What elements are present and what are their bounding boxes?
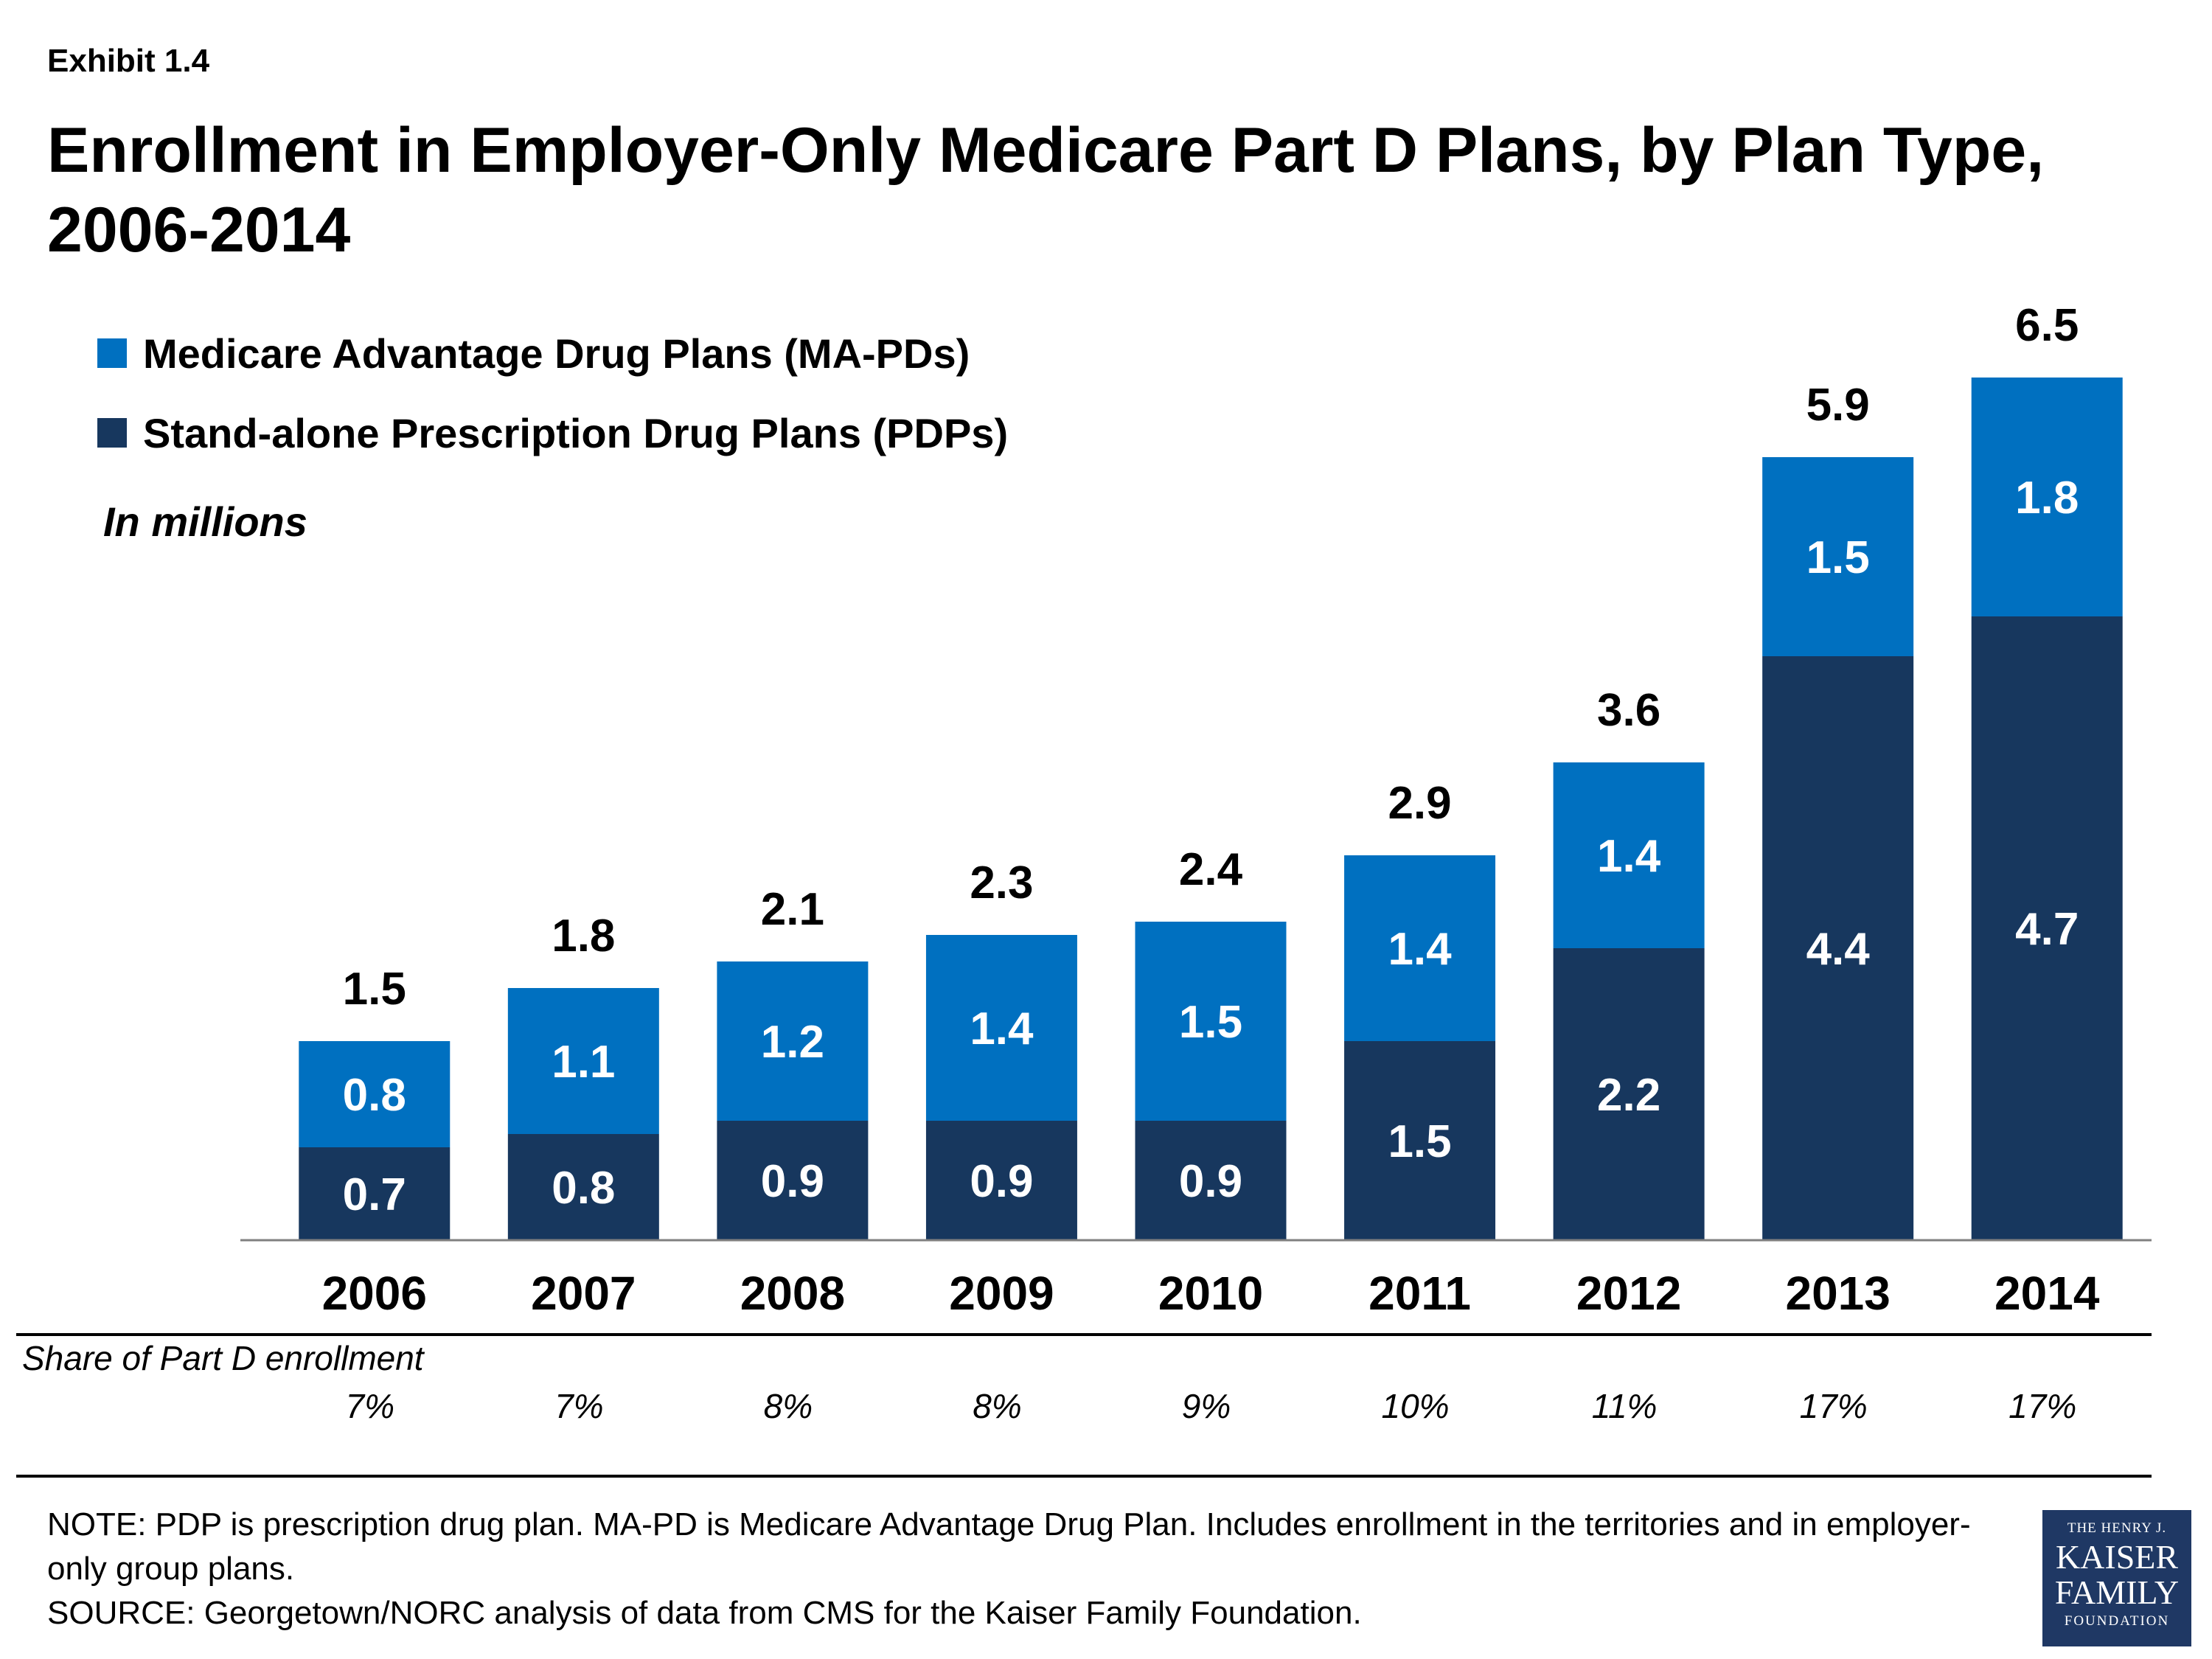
logo-line-1: THE HENRY J. xyxy=(2067,1520,2167,1536)
legend-label-pdp: Stand-alone Prescription Drug Plans (PDP… xyxy=(143,409,1009,456)
data-label-pdp-2007: 0.8 xyxy=(552,1163,615,1214)
source-text: SOURCE: Georgetown/NORC analysis of data… xyxy=(47,1595,1362,1631)
unit-note: In millions xyxy=(103,498,307,545)
total-label-2009: 2.3 xyxy=(970,858,1033,908)
share-top-rule xyxy=(16,1333,2152,1336)
note-text: NOTE: PDP is prescription drug plan. MA-… xyxy=(47,1506,1971,1587)
share-row: 7% 7% 8% 8% 9% 10% 11% 17% 17% xyxy=(0,1386,2212,1430)
total-label-2012: 3.6 xyxy=(1597,685,1660,736)
bar-ma-pd-2012 xyxy=(1553,762,1705,948)
total-label-2006: 1.5 xyxy=(343,964,406,1015)
bar-ma-pd-2007 xyxy=(507,988,659,1134)
share-value-2012: 11% xyxy=(1591,1387,1658,1425)
data-label-ma-pd-2011: 1.4 xyxy=(1388,924,1452,975)
data-label-pdp-2009: 0.9 xyxy=(970,1156,1033,1207)
x-tick-label-2014: 2014 xyxy=(1994,1267,2100,1320)
legend-swatch-pdp xyxy=(97,418,127,448)
data-label-pdp-2012: 2.2 xyxy=(1597,1070,1660,1121)
logo-line-3: FAMILY xyxy=(2054,1573,2180,1611)
bar-ma-pd-2006 xyxy=(299,1041,451,1147)
legend: Medicare Advantage Drug Plans (MA-PDs) S… xyxy=(97,313,1008,473)
bar-pdp-2007 xyxy=(507,1134,659,1240)
bar-pdp-2012 xyxy=(1553,948,1705,1240)
data-label-ma-pd-2006: 0.8 xyxy=(343,1070,406,1121)
bar-ma-pd-2011 xyxy=(1344,855,1496,1041)
total-label-2010: 2.4 xyxy=(1179,844,1243,895)
data-label-ma-pd-2010: 1.5 xyxy=(1179,997,1242,1048)
data-label-pdp-2013: 4.4 xyxy=(1806,924,1871,975)
bar-ma-pd-2014 xyxy=(1971,378,2123,616)
x-tick-label-2013: 2013 xyxy=(1785,1267,1890,1320)
share-value-2010: 9% xyxy=(1181,1387,1231,1425)
share-value-2006: 7% xyxy=(345,1387,394,1425)
data-label-pdp-2011: 1.5 xyxy=(1388,1116,1451,1167)
legend-item-ma-pd: Medicare Advantage Drug Plans (MA-PDs) xyxy=(97,313,1008,393)
kff-logo: THE HENRY J. KAISER FAMILY FOUNDATION xyxy=(2042,1510,2191,1646)
x-tick-label-2006: 2006 xyxy=(322,1267,427,1320)
share-value-2009: 8% xyxy=(973,1387,1022,1425)
exhibit-label: Exhibit 1.4 xyxy=(47,43,210,79)
x-tick-label-2011: 2011 xyxy=(1368,1267,1471,1320)
data-label-ma-pd-2014: 1.8 xyxy=(2015,473,2079,524)
share-value-2013: 17% xyxy=(1799,1387,1868,1425)
share-value-2011: 10% xyxy=(1381,1387,1450,1425)
bar-pdp-2013 xyxy=(1762,656,1914,1240)
legend-swatch-ma-pd xyxy=(97,338,127,368)
bar-ma-pd-2009 xyxy=(925,935,1077,1121)
bar-pdp-2008 xyxy=(717,1121,869,1240)
total-label-2011: 2.9 xyxy=(1388,778,1451,829)
data-label-ma-pd-2013: 1.5 xyxy=(1806,532,1870,583)
legend-item-pdp: Stand-alone Prescription Drug Plans (PDP… xyxy=(97,393,1008,473)
x-tick-label-2012: 2012 xyxy=(1576,1267,1681,1320)
data-label-ma-pd-2009: 1.4 xyxy=(970,1004,1034,1054)
bar-ma-pd-2013 xyxy=(1762,457,1914,656)
bar-ma-pd-2010 xyxy=(1135,922,1287,1121)
bar-pdp-2011 xyxy=(1344,1041,1496,1240)
legend-label-ma-pd: Medicare Advantage Drug Plans (MA-PDs) xyxy=(143,330,970,377)
x-tick-label-2007: 2007 xyxy=(531,1267,636,1320)
x-tick-label-2010: 2010 xyxy=(1158,1267,1263,1320)
chart-title: Enrollment in Employer-Only Medicare Par… xyxy=(47,115,2045,265)
data-label-pdp-2014: 4.7 xyxy=(2015,904,2079,955)
logo-line-2: KAISER xyxy=(2055,1538,2179,1576)
total-label-2007: 1.8 xyxy=(552,911,615,961)
data-label-pdp-2010: 0.9 xyxy=(1179,1156,1242,1207)
x-tick-label-2009: 2009 xyxy=(949,1267,1054,1320)
notes: NOTE: PDP is prescription drug plan. MA-… xyxy=(47,1503,1979,1635)
share-value-2007: 7% xyxy=(554,1387,604,1425)
share-row-label: Share of Part D enrollment xyxy=(22,1339,424,1377)
data-label-ma-pd-2008: 1.2 xyxy=(761,1017,824,1068)
bar-chart: 0.7 0.8 1.5 2006 0.8 1.1 1.8 2007 0.9 1.2 2.1 2008 0… xyxy=(240,300,2152,1320)
bar-pdp-2010 xyxy=(1135,1121,1287,1240)
logo-line-4: FOUNDATION xyxy=(2064,1613,2170,1629)
total-label-2013: 5.9 xyxy=(1806,380,1870,431)
share-value-2008: 8% xyxy=(763,1387,813,1425)
bar-ma-pd-2008 xyxy=(717,961,869,1121)
bar-pdp-2009 xyxy=(925,1121,1077,1240)
data-label-pdp-2006: 0.7 xyxy=(343,1169,406,1220)
data-label-pdp-2008: 0.9 xyxy=(761,1156,824,1207)
data-label-ma-pd-2007: 1.1 xyxy=(552,1037,615,1088)
bar-pdp-2006 xyxy=(299,1147,451,1240)
share-value-2014: 17% xyxy=(2008,1387,2077,1425)
data-label-ma-pd-2012: 1.4 xyxy=(1597,831,1661,882)
x-tick-label-2008: 2008 xyxy=(740,1267,845,1320)
total-label-2014: 6.5 xyxy=(2015,300,2079,351)
bar-pdp-2014 xyxy=(1971,616,2123,1240)
share-bottom-rule xyxy=(16,1475,2152,1478)
total-label-2008: 2.1 xyxy=(761,884,824,935)
